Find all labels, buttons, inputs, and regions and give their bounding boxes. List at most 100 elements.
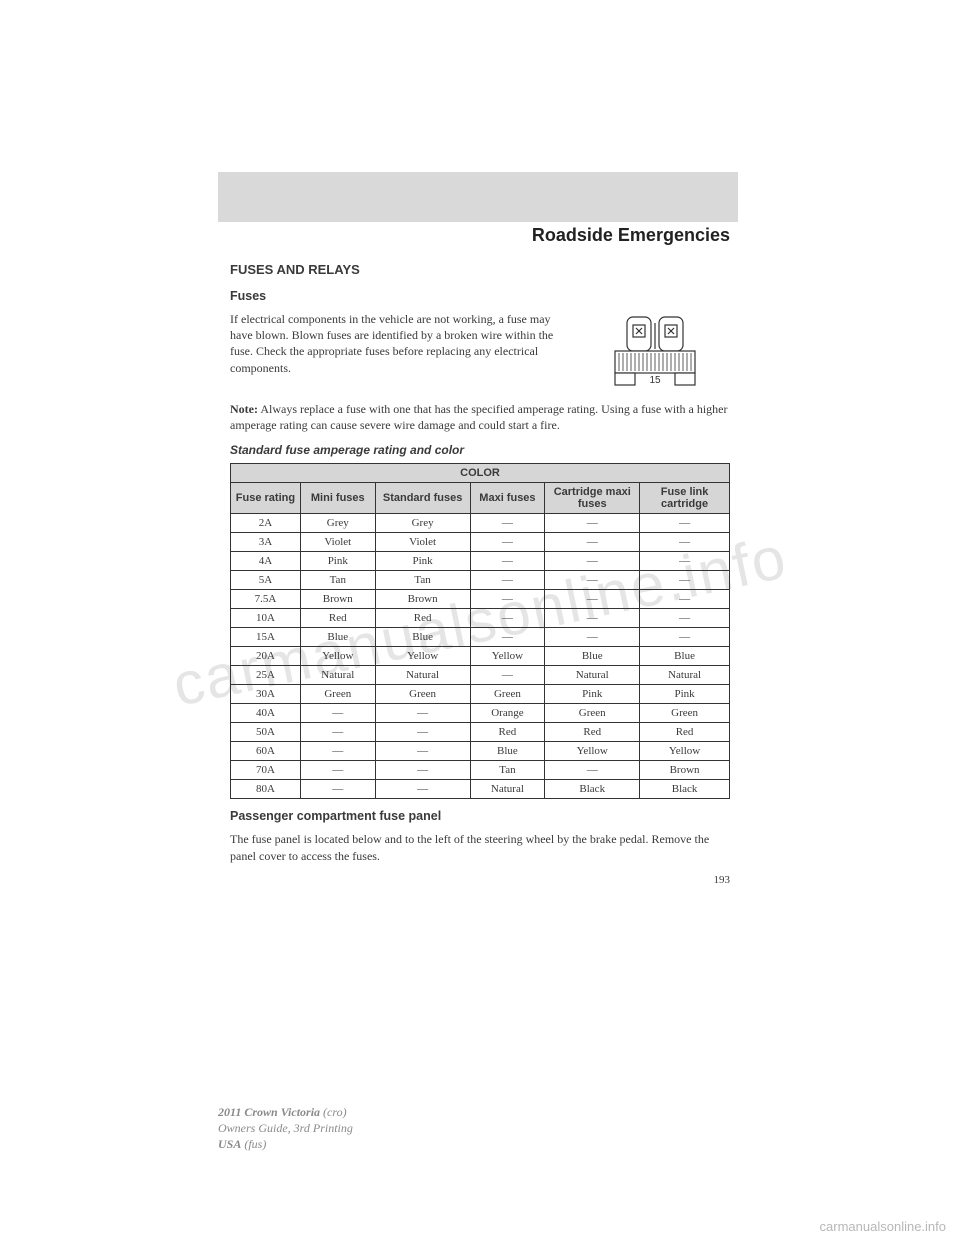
top-shade-bar — [218, 172, 738, 222]
note-text: Always replace a fuse with one that has … — [230, 402, 728, 432]
table-cell: — — [545, 514, 640, 533]
table-cell: 20A — [231, 647, 301, 666]
table-cell: — — [470, 571, 545, 590]
table-cell: — — [470, 590, 545, 609]
table-row: 3AVioletViolet——— — [231, 533, 730, 552]
table-cell: Yellow — [640, 742, 730, 761]
bottom-watermark: carmanualsonline.info — [820, 1219, 946, 1234]
table-cell: Tan — [375, 571, 470, 590]
table-cell: 3A — [231, 533, 301, 552]
table-cell: 15A — [231, 628, 301, 647]
table-cell: — — [470, 552, 545, 571]
table-cell: 70A — [231, 761, 301, 780]
note-paragraph: Note: Always replace a fuse with one tha… — [230, 401, 730, 433]
intro-row: If electrical components in the vehicle … — [230, 311, 730, 401]
sub-heading-fuses: Fuses — [230, 289, 730, 303]
fuse-icon: 15 — [595, 311, 715, 401]
table-cell: Red — [375, 609, 470, 628]
table-cell: Blue — [640, 647, 730, 666]
table-row: 20AYellowYellowYellowBlueBlue — [231, 647, 730, 666]
table-cell: Yellow — [375, 647, 470, 666]
table-cell: 10A — [231, 609, 301, 628]
table-cell: — — [470, 533, 545, 552]
table-cell: 7.5A — [231, 590, 301, 609]
table-cell: Grey — [300, 514, 375, 533]
table-cell: Orange — [470, 704, 545, 723]
table-cell: Red — [470, 723, 545, 742]
table-cell: — — [640, 514, 730, 533]
table-cell: Blue — [300, 628, 375, 647]
table-cell: 4A — [231, 552, 301, 571]
table-row: 7.5ABrownBrown——— — [231, 590, 730, 609]
fuse-color-table: COLOR Fuse ratingMini fusesStandard fuse… — [230, 463, 730, 799]
table-cell: Brown — [375, 590, 470, 609]
table-cell: — — [545, 590, 640, 609]
table-cell: Yellow — [470, 647, 545, 666]
table-cell: — — [640, 609, 730, 628]
table-cell: 30A — [231, 685, 301, 704]
table-cell: — — [375, 704, 470, 723]
table-cell: Red — [300, 609, 375, 628]
fuse-label: 15 — [649, 375, 661, 386]
table-cell: — — [300, 704, 375, 723]
table-cell: Pink — [375, 552, 470, 571]
table-cell: Green — [545, 704, 640, 723]
table-cell: — — [375, 723, 470, 742]
table-cell: Black — [545, 780, 640, 799]
table-row: 2AGreyGrey——— — [231, 514, 730, 533]
table-row: 15ABlueBlue——— — [231, 628, 730, 647]
footer-vehicle-code: (cro) — [320, 1105, 347, 1119]
table-cell: Grey — [375, 514, 470, 533]
table-cell: Pink — [545, 685, 640, 704]
table-cell: Tan — [300, 571, 375, 590]
footer-guide: Owners Guide, 3rd Printing — [218, 1120, 353, 1136]
panel-text: The fuse panel is located below and to t… — [230, 831, 730, 863]
table-cell: Pink — [300, 552, 375, 571]
table-cell: — — [375, 761, 470, 780]
table-cell: Tan — [470, 761, 545, 780]
footer-block: 2011 Crown Victoria (cro) Owners Guide, … — [218, 1104, 353, 1153]
table-cell: — — [640, 571, 730, 590]
table-cell: Yellow — [300, 647, 375, 666]
table-cell: Natural — [375, 666, 470, 685]
table-row: 70A——Tan—Brown — [231, 761, 730, 780]
table-column-header: Fuse link cartridge — [640, 483, 730, 514]
table-row: 80A——NaturalBlackBlack — [231, 780, 730, 799]
table-row: 4APinkPink——— — [231, 552, 730, 571]
section-heading: FUSES AND RELAYS — [230, 262, 730, 277]
table-cell: Natural — [640, 666, 730, 685]
table-cell: 2A — [231, 514, 301, 533]
table-cell: Pink — [640, 685, 730, 704]
table-super-header: COLOR — [231, 464, 730, 483]
table-row: 50A——RedRedRed — [231, 723, 730, 742]
table-cell: Black — [640, 780, 730, 799]
table-cell: Brown — [300, 590, 375, 609]
table-cell: Blue — [545, 647, 640, 666]
table-cell: — — [470, 666, 545, 685]
table-cell: Green — [375, 685, 470, 704]
table-cell: — — [470, 514, 545, 533]
table-cell: Blue — [375, 628, 470, 647]
table-header-row: Fuse ratingMini fusesStandard fusesMaxi … — [231, 483, 730, 514]
table-caption: Standard fuse amperage rating and color — [230, 443, 730, 457]
table-cell: Yellow — [545, 742, 640, 761]
table-column-header: Mini fuses — [300, 483, 375, 514]
table-row: 10ARedRed——— — [231, 609, 730, 628]
table-cell: Red — [545, 723, 640, 742]
footer-vehicle: 2011 Crown Victoria — [218, 1105, 320, 1119]
table-row: 30AGreenGreenGreenPinkPink — [231, 685, 730, 704]
intro-paragraph: If electrical components in the vehicle … — [230, 311, 560, 391]
table-body: 2AGreyGrey———3AVioletViolet———4APinkPink… — [231, 514, 730, 799]
table-cell: Natural — [300, 666, 375, 685]
table-cell: — — [545, 628, 640, 647]
table-cell: — — [640, 628, 730, 647]
table-cell: — — [545, 552, 640, 571]
table-row: 5ATanTan——— — [231, 571, 730, 590]
table-cell: — — [545, 571, 640, 590]
table-cell: — — [545, 533, 640, 552]
table-cell: 80A — [231, 780, 301, 799]
table-column-header: Cartridge maxi fuses — [545, 483, 640, 514]
page-content: Roadside Emergencies FUSES AND RELAYS Fu… — [230, 225, 730, 886]
table-cell: — — [545, 761, 640, 780]
table-cell: 40A — [231, 704, 301, 723]
